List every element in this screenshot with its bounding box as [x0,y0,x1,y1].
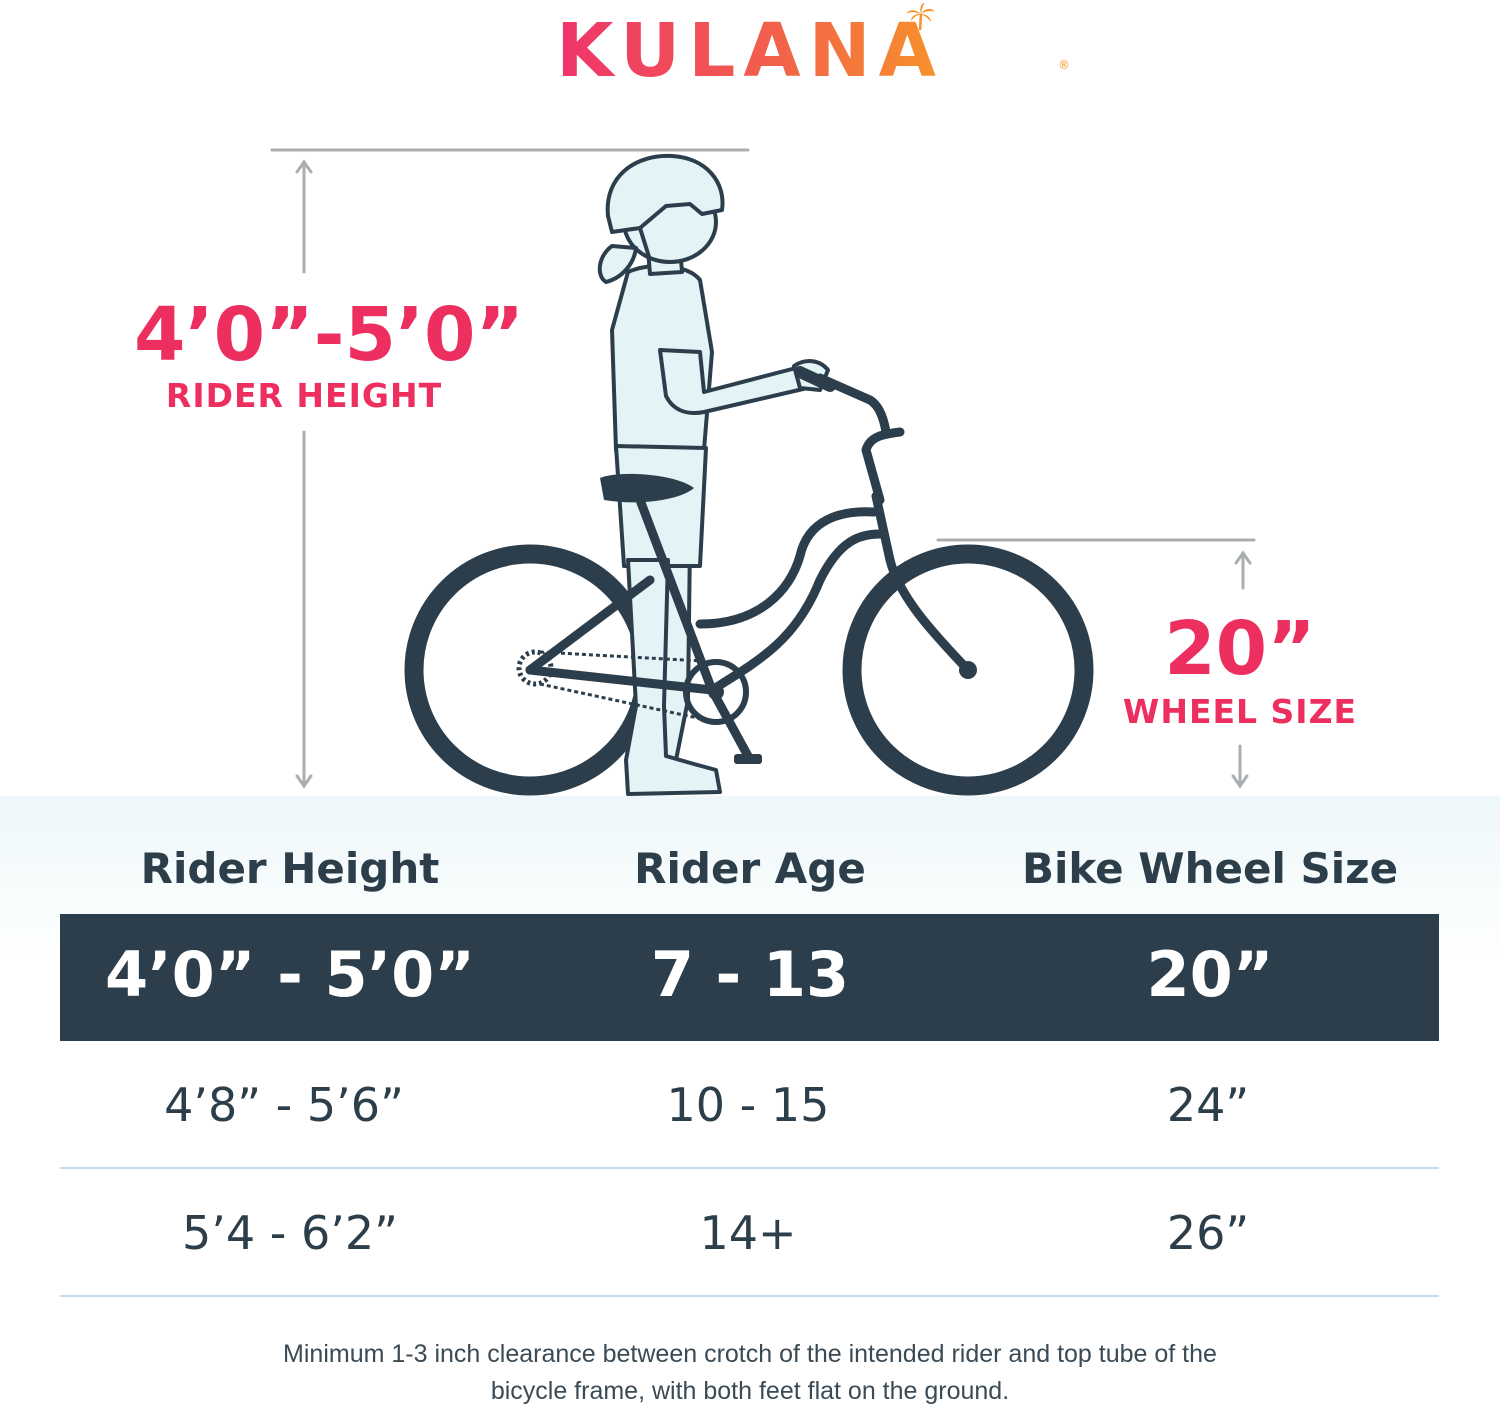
row1-rider-height: 4’8” - 5’6” [164,1078,404,1132]
highlight-rider-age: 7 - 13 [650,938,850,1011]
row1-rider-age: 10 - 15 [666,1078,830,1132]
table-background-band [0,796,1500,1411]
rider-height-dimension [270,148,750,789]
header-wheel-size: Bike Wheel Size [1021,844,1399,893]
registered-mark: ® [1058,58,1070,72]
row-divider [60,1167,1439,1169]
header-rider-height: Rider Height [140,844,440,893]
rider-figure [597,153,830,796]
wheel-size-value: 20” [1164,606,1316,692]
front-wheel [842,544,1094,796]
rider-height-value: 4’0”-5’0” [134,292,525,378]
header-rider-age: Rider Age [634,844,866,893]
row2-rider-age: 14+ [699,1206,797,1260]
clearance-note: Minimum 1-3 inch clearance between crotc… [283,1340,1217,1405]
highlighted-size-row [60,914,1439,1041]
row-divider [60,1295,1439,1297]
row2-rider-height: 5’4 - 6’2” [182,1206,398,1260]
row1-wheel-size: 24” [1166,1078,1250,1132]
rider-height-label: RIDER HEIGHT [165,376,443,415]
rider-bike-illustration [270,148,1256,796]
bike-frame [525,373,973,761]
highlight-wheel-size: 20” [1146,938,1274,1011]
logo-text: KULANA [556,8,944,94]
wheel-size-label: WHEEL SIZE [1122,692,1358,731]
row2-wheel-size: 26” [1166,1206,1250,1260]
bike-seat [600,473,694,503]
highlight-rider-height: 4’0” - 5’0” [104,938,476,1011]
palm-tree-icon [906,3,935,31]
rear-cog [516,649,554,687]
wheel-size-dimension [936,538,1256,789]
kulana-logo: KULANA [0,8,1500,94]
